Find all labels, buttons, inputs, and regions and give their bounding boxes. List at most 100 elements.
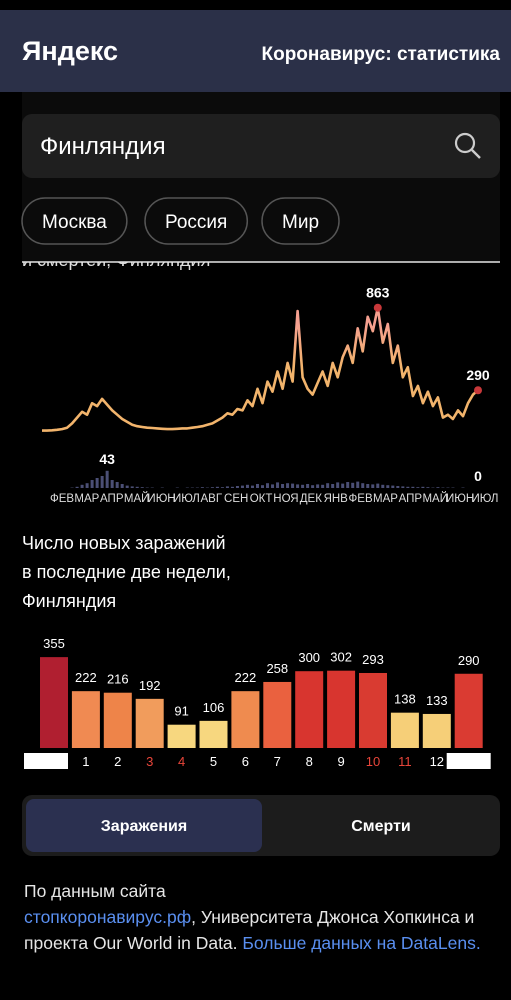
header-title: Коронавирус: статистика (262, 44, 501, 65)
deaths-bar (225, 486, 229, 488)
x-tick-label: ИЮН (147, 493, 175, 505)
category-blank (446, 753, 491, 769)
x-tick-label: ДЕК (300, 493, 322, 505)
bar-value-label: 290 (458, 653, 480, 668)
cases-value-label: 863 (366, 285, 390, 301)
footer-text: , Университета Джонса Хопкинса и проекта… (24, 907, 475, 953)
x-tick-label: ФЕВ (50, 493, 74, 505)
deaths-bar (281, 484, 285, 488)
bar-value-label: 192 (139, 678, 161, 693)
search-icon-circle (454, 132, 476, 154)
deaths-bar (130, 486, 134, 488)
search-icon[interactable] (454, 132, 481, 159)
cases-marker (474, 386, 482, 395)
deaths-bar (376, 483, 380, 488)
bar (103, 692, 132, 748)
deaths-bar (381, 484, 385, 488)
deaths-bar (371, 484, 375, 488)
deaths-bar (250, 485, 254, 488)
deaths-bar (391, 485, 395, 488)
x-tick-label: МАЙ (422, 492, 448, 505)
bar-value-label: 91 (174, 704, 188, 719)
x-tick-label: НОЯ (273, 493, 298, 505)
deaths-bar (321, 484, 325, 488)
x-tick-label: ФЕВ (349, 493, 373, 505)
deaths-bar (406, 486, 410, 488)
datalens-link[interactable]: Больше данных на DataLens. (242, 933, 481, 953)
bar-value-label: 258 (266, 661, 288, 676)
bar-value-label: 293 (362, 652, 384, 667)
deaths-bar (100, 476, 104, 488)
deaths-bar (411, 486, 415, 488)
x-tick-label: 3 (146, 754, 153, 769)
x-tick-label: МАР (74, 493, 99, 505)
deaths-bar (140, 487, 144, 488)
deaths-bar (235, 486, 239, 488)
search-box[interactable] (22, 114, 500, 178)
source-link[interactable]: стопкоронавирус.рф (24, 907, 192, 927)
chip[interactable]: Мир (261, 197, 340, 245)
x-tick-label: 1 (82, 754, 89, 769)
deaths-bar (396, 486, 400, 488)
x-tick-label: АВГ (201, 493, 223, 505)
bar (327, 670, 356, 748)
bar (390, 712, 419, 748)
deaths-bar (110, 480, 114, 488)
deaths-bar (386, 485, 390, 488)
deaths-bar (80, 484, 84, 488)
deaths-bar (276, 482, 280, 488)
tab-label[interactable]: Заражения (101, 818, 187, 835)
x-tick-label: ИЮН (446, 493, 474, 505)
deaths-bar (286, 483, 290, 488)
deaths-bar (416, 487, 420, 488)
x-tick-label: МАЙ (124, 492, 150, 505)
deaths-bar (326, 483, 330, 488)
deaths-bar (90, 480, 94, 488)
deaths-bar (266, 483, 270, 488)
x-tick-label: ОКТ (250, 493, 273, 505)
x-tick-label: МАР (373, 493, 398, 505)
deaths-bar (351, 482, 355, 488)
chip[interactable]: Москва (21, 197, 128, 245)
deaths-bar (336, 482, 340, 488)
bar-value-label: 222 (75, 670, 97, 685)
chip-label: Мир (282, 212, 319, 233)
x-tick-label: 8 (306, 754, 313, 769)
search-query[interactable]: Финляндия (40, 133, 166, 160)
deaths-bar (245, 484, 249, 488)
chip-outline (261, 197, 340, 245)
bar-value-label: 355 (43, 636, 65, 651)
deaths-bar (220, 487, 224, 488)
deaths-bar (331, 484, 335, 488)
cases-value-label: 290 (466, 367, 490, 383)
status-strip (0, 0, 511, 10)
footer-text: По данным сайта (24, 881, 166, 901)
deaths-bar (366, 484, 370, 488)
deaths-bar (346, 482, 350, 488)
deaths-bar (200, 487, 204, 488)
category-blank (24, 753, 68, 769)
bar-value-label: 133 (426, 693, 448, 708)
deaths-bar (311, 485, 315, 488)
chip[interactable]: Россия (144, 197, 249, 245)
bar (359, 672, 387, 748)
deaths-bar (301, 484, 305, 488)
logo[interactable]: Яндекс (22, 36, 118, 66)
bar (231, 691, 260, 748)
bar (422, 713, 451, 748)
footer: По данным сайта стопкоронавирус.рф, Униве… (24, 878, 494, 956)
deaths-bar (291, 483, 295, 488)
bar (263, 681, 292, 748)
header-bar (0, 10, 511, 92)
chip-outline (21, 197, 128, 245)
x-tick-label: СЕН (224, 493, 248, 505)
bar-chart-title: Финляндия (22, 591, 117, 611)
x-tick-label: 12 (430, 754, 444, 769)
bar-value-label: 302 (330, 650, 352, 665)
tab-label[interactable]: Смерти (351, 818, 411, 835)
bar (167, 724, 196, 748)
bar (71, 691, 100, 748)
x-tick-label: ЯНВ (324, 493, 349, 505)
deaths-value-label: 0 (474, 468, 482, 484)
